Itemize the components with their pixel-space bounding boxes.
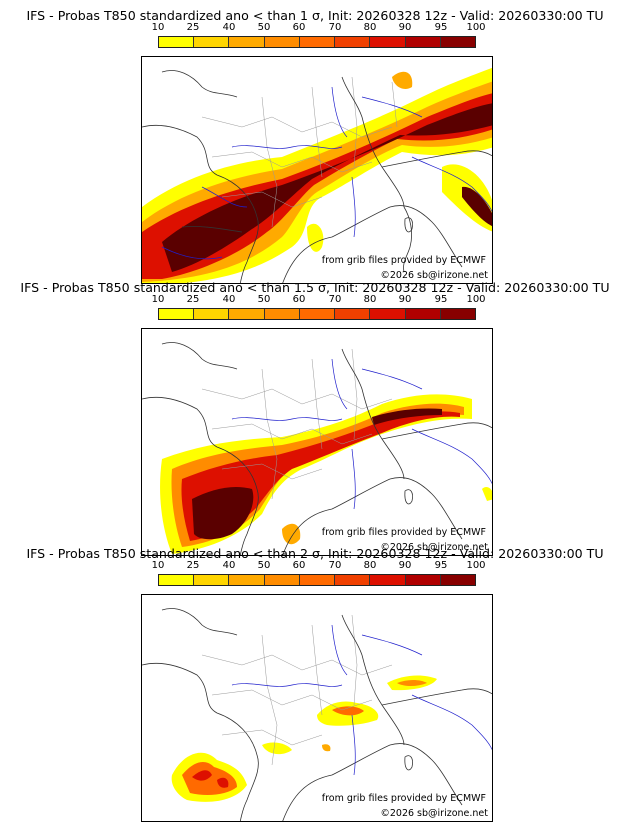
colorbar-swatch [370, 37, 406, 47]
probability-field [142, 67, 492, 283]
colorbar-swatch [159, 37, 195, 47]
colorbar-tick: 50 [257, 22, 271, 33]
rivers [161, 86, 492, 260]
region-borders [201, 348, 393, 500]
colorbar-tick: 40 [222, 560, 236, 571]
colorbar-swatch [370, 575, 406, 585]
colorbar-swatch [159, 309, 195, 319]
rivers [231, 358, 492, 510]
colorbar-tick: 90 [398, 560, 412, 571]
region-borders [201, 614, 393, 766]
colorbar-swatch [440, 575, 475, 585]
copyright-text: ©2026 sb@irizone.net [380, 808, 488, 819]
coastlines [142, 342, 463, 555]
colorbar-swatch [229, 575, 265, 585]
colorbar-tick: 25 [186, 294, 200, 305]
colorbar-swatch [264, 575, 300, 585]
rivers [231, 624, 492, 776]
colorbar-tick: 60 [292, 22, 306, 33]
colorbar-swatch [299, 575, 336, 585]
map-drawing [142, 608, 492, 821]
colorbar-swatch [299, 309, 336, 319]
colorbar-swatch [264, 309, 300, 319]
colorbar-swatch [370, 309, 406, 319]
colorbar-swatch [405, 309, 441, 319]
colorbar-swatch [440, 37, 475, 47]
colorbar-tick: 70 [328, 22, 342, 33]
coastlines [142, 608, 463, 821]
colorbar-swatch [194, 575, 230, 585]
colorbar-tick: 50 [257, 560, 271, 571]
region-borders [201, 76, 398, 228]
colorbar-tick: 100 [466, 560, 486, 571]
colorbar-tick: 70 [328, 560, 342, 571]
colorbar-tick: 80 [363, 22, 377, 33]
colorbar-tick: 95 [434, 560, 448, 571]
colorbar-ticks: 10 25 40 50 60 70 80 90 95 100 [152, 22, 486, 34]
source-credit: from grib files provided by ECMWF [321, 527, 486, 538]
panel-title: IFS - Probas T850 standardized ano < tha… [26, 546, 604, 561]
coastlines [142, 70, 463, 283]
colorbar-tick: 10 [151, 22, 165, 33]
colorbar-ticks: 10 25 40 50 60 70 80 90 95 100 [152, 294, 486, 306]
colorbar-swatch [335, 37, 371, 47]
colorbar-swatch [440, 309, 475, 319]
colorbar-swatch [194, 37, 230, 47]
colorbar-tick: 80 [363, 294, 377, 305]
colorbar-tick: 40 [222, 22, 236, 33]
national-borders [341, 614, 492, 746]
copyright-text: ©2026 sb@irizone.net [380, 270, 488, 281]
colorbar-swatch [335, 575, 371, 585]
colorbar-swatch [229, 37, 265, 47]
colorbar [158, 36, 476, 48]
colorbar-tick: 25 [186, 22, 200, 33]
panel-title: IFS - Probas T850 standardized ano < tha… [26, 8, 604, 23]
national-borders [341, 348, 492, 480]
colorbar-tick: 95 [434, 22, 448, 33]
colorbar-tick: 100 [466, 294, 486, 305]
probability-field [160, 394, 492, 554]
colorbar-swatch [299, 37, 336, 47]
colorbar-tick: 10 [151, 294, 165, 305]
colorbar-tick: 60 [292, 294, 306, 305]
colorbar-ticks: 10 25 40 50 60 70 80 90 95 100 [152, 560, 486, 572]
colorbar-tick: 60 [292, 560, 306, 571]
colorbar-swatch [194, 309, 230, 319]
colorbar-swatch [405, 575, 441, 585]
colorbar-tick: 10 [151, 560, 165, 571]
map-panel-2: IFS - Probas T850 standardized ano < tha… [0, 280, 630, 556]
colorbar-tick: 90 [398, 22, 412, 33]
colorbar-swatch [335, 309, 371, 319]
colorbar-tick: 25 [186, 560, 200, 571]
map-panel-1: IFS - Probas T850 standardized ano < tha… [0, 8, 630, 284]
colorbar-tick: 70 [328, 294, 342, 305]
probability-map: from grib files provided by ECMWF ©2026 … [141, 328, 493, 556]
map-drawing [142, 342, 492, 555]
colorbar-swatch [229, 309, 265, 319]
probability-map: from grib files provided by ECMWF ©2026 … [141, 594, 493, 822]
colorbar-tick: 100 [466, 22, 486, 33]
colorbar-tick: 90 [398, 294, 412, 305]
probability-map: from grib files provided by ECMWF ©2026 … [141, 56, 493, 284]
colorbar [158, 308, 476, 320]
colorbar-tick: 80 [363, 560, 377, 571]
colorbar-swatch [159, 575, 195, 585]
copyright-text: ©2026 sb@irizone.net [380, 542, 488, 553]
source-credit: from grib files provided by ECMWF [321, 793, 486, 804]
panel-title: IFS - Probas T850 standardized ano < tha… [20, 280, 610, 295]
national-borders [181, 76, 492, 233]
colorbar-tick: 50 [257, 294, 271, 305]
colorbar-swatch [405, 37, 441, 47]
probability-field [171, 675, 437, 802]
map-panel-3: IFS - Probas T850 standardized ano < tha… [0, 546, 630, 822]
colorbar-tick: 95 [434, 294, 448, 305]
source-credit: from grib files provided by ECMWF [321, 255, 486, 266]
map-drawing [142, 67, 492, 283]
colorbar [158, 574, 476, 586]
colorbar-tick: 40 [222, 294, 236, 305]
colorbar-swatch [264, 37, 300, 47]
